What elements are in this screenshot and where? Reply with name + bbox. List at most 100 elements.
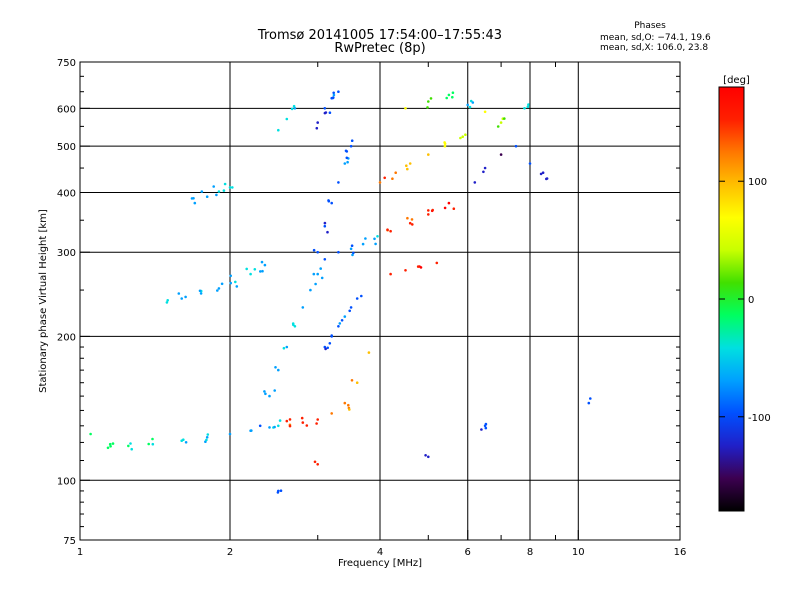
data-point <box>292 104 296 108</box>
data-point <box>199 292 203 295</box>
data-point <box>405 164 408 167</box>
data-point <box>300 416 304 420</box>
data-point <box>229 281 232 285</box>
data-point <box>361 242 365 246</box>
data-point <box>408 221 412 225</box>
data-point <box>301 421 305 424</box>
data-point <box>314 282 317 286</box>
data-point <box>429 97 433 100</box>
data-point <box>200 190 204 193</box>
data-point <box>367 351 371 354</box>
data-point <box>293 107 297 110</box>
data-point <box>276 491 280 494</box>
data-point <box>323 224 327 228</box>
data-point <box>151 437 154 441</box>
data-point <box>212 185 215 188</box>
data-point <box>319 267 323 270</box>
data-point <box>205 195 209 198</box>
data-point <box>349 144 353 148</box>
data-point <box>411 223 414 226</box>
data-point <box>279 489 283 493</box>
data-point <box>528 162 532 165</box>
data-point <box>337 90 340 93</box>
data-point <box>348 309 352 313</box>
data-point <box>351 253 354 257</box>
data-point <box>343 401 347 405</box>
stats-x-mode: mean, sd,X: 106.0, 23.8 <box>600 43 709 53</box>
x-axis-label: Frequency [MHz] <box>337 558 423 569</box>
data-point <box>111 442 115 445</box>
data-point <box>345 156 349 160</box>
stats-o-mode: mean, sd,O: −74.1, 19.6 <box>600 33 711 43</box>
y-tick-label: 100 <box>57 476 76 487</box>
data-point <box>324 111 328 114</box>
data-point <box>316 250 320 254</box>
data-point <box>274 366 277 369</box>
data-point <box>427 455 430 459</box>
data-point <box>285 419 289 423</box>
data-point <box>222 189 226 192</box>
data-point <box>127 444 130 448</box>
data-point <box>261 269 264 273</box>
data-point <box>459 136 462 140</box>
y-tick-label: 300 <box>57 248 76 259</box>
data-point <box>109 445 112 448</box>
data-point <box>249 272 252 276</box>
data-point <box>198 289 202 293</box>
data-point <box>394 171 398 174</box>
data-point <box>348 408 351 411</box>
data-point <box>355 297 359 300</box>
stats-heading: Phases <box>634 21 666 31</box>
data-point <box>374 242 377 246</box>
data-point <box>323 258 327 261</box>
data-point <box>337 250 340 254</box>
data-point <box>285 117 289 121</box>
grid-lines <box>80 62 680 540</box>
data-point <box>337 181 340 184</box>
data-point <box>260 260 264 264</box>
data-point <box>316 121 320 124</box>
data-point <box>451 95 454 99</box>
data-point <box>471 101 475 104</box>
data-point <box>373 237 376 241</box>
data-point <box>406 167 409 171</box>
data-point <box>312 272 316 276</box>
x-tick-label: 6 <box>465 547 471 558</box>
data-point <box>391 177 394 180</box>
data-point <box>496 125 500 128</box>
data-point <box>316 272 320 276</box>
data-point <box>499 121 503 124</box>
data-point <box>106 446 110 450</box>
data-point <box>389 272 392 276</box>
data-point <box>130 447 133 451</box>
data-point <box>451 91 455 94</box>
data-point <box>443 206 447 210</box>
data-point <box>217 190 221 193</box>
data-point <box>205 436 209 439</box>
data-point <box>327 199 331 203</box>
data-point <box>277 424 280 428</box>
data-point <box>468 105 472 109</box>
data-point <box>526 105 530 108</box>
data-point <box>151 442 155 446</box>
data-point <box>514 144 518 148</box>
data-point <box>424 454 427 457</box>
data-point <box>331 96 335 100</box>
data-point <box>291 322 295 325</box>
data-point <box>338 322 342 325</box>
data-point <box>312 248 316 252</box>
data-point <box>466 103 470 107</box>
data-point <box>447 93 451 97</box>
data-point <box>330 201 334 205</box>
data-point <box>326 230 329 234</box>
data-point <box>316 418 320 421</box>
y-tick-label: 600 <box>57 104 76 115</box>
data-point <box>527 103 530 106</box>
data-point <box>443 144 447 148</box>
data-point <box>330 412 334 415</box>
data-point <box>324 347 327 351</box>
y-tick-label: 400 <box>57 188 76 199</box>
data-point <box>216 289 219 292</box>
data-point <box>427 100 430 103</box>
